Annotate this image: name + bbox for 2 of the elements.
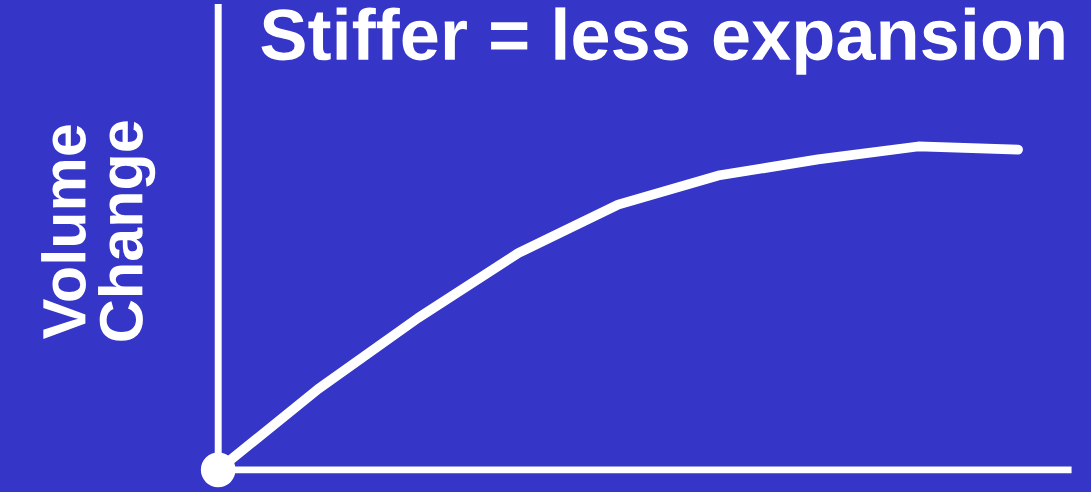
y-axis-title: Volume Change xyxy=(41,121,156,341)
chart-title: Stiffer = less expansion xyxy=(261,7,1064,75)
